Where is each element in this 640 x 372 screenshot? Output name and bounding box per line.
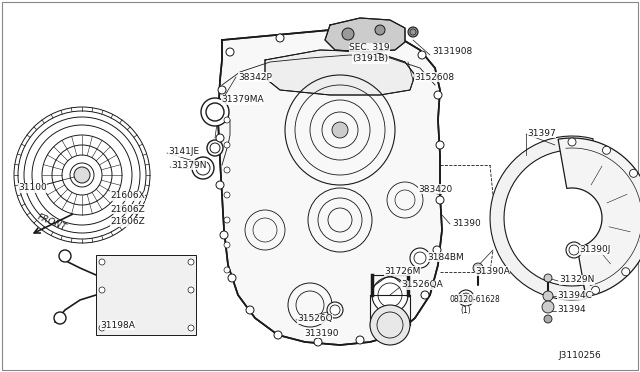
Circle shape xyxy=(461,293,471,303)
Circle shape xyxy=(54,312,66,324)
Text: 31390A: 31390A xyxy=(475,266,510,276)
Polygon shape xyxy=(325,18,405,52)
Circle shape xyxy=(458,290,474,306)
Circle shape xyxy=(396,324,404,332)
Text: 31526QA: 31526QA xyxy=(401,280,443,289)
Circle shape xyxy=(473,263,483,273)
Circle shape xyxy=(418,51,426,59)
Text: 21606Z: 21606Z xyxy=(110,205,145,214)
Circle shape xyxy=(544,274,552,282)
Circle shape xyxy=(99,287,105,293)
Text: (1): (1) xyxy=(460,307,471,315)
Text: 3152608: 3152608 xyxy=(414,73,454,81)
Circle shape xyxy=(434,91,442,99)
Circle shape xyxy=(226,48,234,56)
Text: J3110256: J3110256 xyxy=(558,352,601,360)
Circle shape xyxy=(99,325,105,331)
Polygon shape xyxy=(218,30,442,345)
Circle shape xyxy=(410,248,430,268)
Circle shape xyxy=(542,301,554,313)
Text: 31379MA: 31379MA xyxy=(221,96,264,105)
Text: (3191B): (3191B) xyxy=(352,55,388,64)
Text: 31100: 31100 xyxy=(18,183,47,192)
Circle shape xyxy=(327,302,343,318)
Circle shape xyxy=(543,291,553,301)
Circle shape xyxy=(408,27,418,37)
Circle shape xyxy=(224,167,230,173)
Circle shape xyxy=(372,277,408,313)
Circle shape xyxy=(224,117,230,123)
Circle shape xyxy=(336,30,344,38)
Circle shape xyxy=(433,246,441,254)
Polygon shape xyxy=(265,50,415,95)
Text: FRONT: FRONT xyxy=(36,212,68,232)
Circle shape xyxy=(74,167,90,183)
Text: 31379N: 31379N xyxy=(171,160,207,170)
Text: 31329N: 31329N xyxy=(559,276,595,285)
Circle shape xyxy=(621,268,630,276)
Circle shape xyxy=(201,98,229,126)
Text: 31390J: 31390J xyxy=(579,246,611,254)
Circle shape xyxy=(356,336,364,344)
Polygon shape xyxy=(490,136,593,300)
Circle shape xyxy=(342,28,354,40)
Circle shape xyxy=(216,134,224,142)
Text: 31394: 31394 xyxy=(557,305,586,314)
Circle shape xyxy=(224,217,230,223)
Circle shape xyxy=(228,274,236,282)
Circle shape xyxy=(224,192,230,198)
Text: 21606Z: 21606Z xyxy=(110,218,145,227)
Text: 31526Q: 31526Q xyxy=(297,314,333,324)
Circle shape xyxy=(99,259,105,265)
Circle shape xyxy=(216,181,224,189)
Circle shape xyxy=(218,86,226,94)
Text: 21606X: 21606X xyxy=(110,192,145,201)
Polygon shape xyxy=(558,138,640,297)
Text: 38342P: 38342P xyxy=(238,73,272,81)
Text: 31726M: 31726M xyxy=(384,266,420,276)
Circle shape xyxy=(274,331,282,339)
Circle shape xyxy=(188,259,194,265)
Circle shape xyxy=(544,315,552,323)
Circle shape xyxy=(436,141,444,149)
Circle shape xyxy=(375,25,385,35)
Circle shape xyxy=(566,242,582,258)
Circle shape xyxy=(332,122,348,138)
Text: 383420: 383420 xyxy=(418,185,452,193)
Circle shape xyxy=(630,169,637,177)
Text: 3184BM: 3184BM xyxy=(427,253,464,262)
Text: 3131908: 3131908 xyxy=(432,48,472,57)
Text: 31394C: 31394C xyxy=(557,291,592,299)
Circle shape xyxy=(591,286,600,294)
Circle shape xyxy=(314,338,322,346)
Text: 31390: 31390 xyxy=(452,218,481,228)
Circle shape xyxy=(568,138,576,146)
Circle shape xyxy=(192,157,214,179)
Text: 31198A: 31198A xyxy=(100,321,135,330)
Circle shape xyxy=(421,291,429,299)
Circle shape xyxy=(220,231,228,239)
Circle shape xyxy=(602,146,611,154)
Text: SEC. 319: SEC. 319 xyxy=(349,44,390,52)
Circle shape xyxy=(436,196,444,204)
Text: 08120-61628: 08120-61628 xyxy=(450,295,500,304)
Text: 31397: 31397 xyxy=(527,128,556,138)
Circle shape xyxy=(370,305,410,345)
Circle shape xyxy=(188,325,194,331)
Text: 3141JE: 3141JE xyxy=(168,148,199,157)
Circle shape xyxy=(188,287,194,293)
Circle shape xyxy=(246,306,254,314)
Circle shape xyxy=(276,34,284,42)
Circle shape xyxy=(224,142,230,148)
Circle shape xyxy=(59,250,71,262)
Bar xyxy=(96,255,196,335)
Circle shape xyxy=(386,34,394,42)
Circle shape xyxy=(224,242,230,248)
Text: 313190: 313190 xyxy=(304,328,339,337)
Circle shape xyxy=(224,267,230,273)
Circle shape xyxy=(207,140,223,156)
